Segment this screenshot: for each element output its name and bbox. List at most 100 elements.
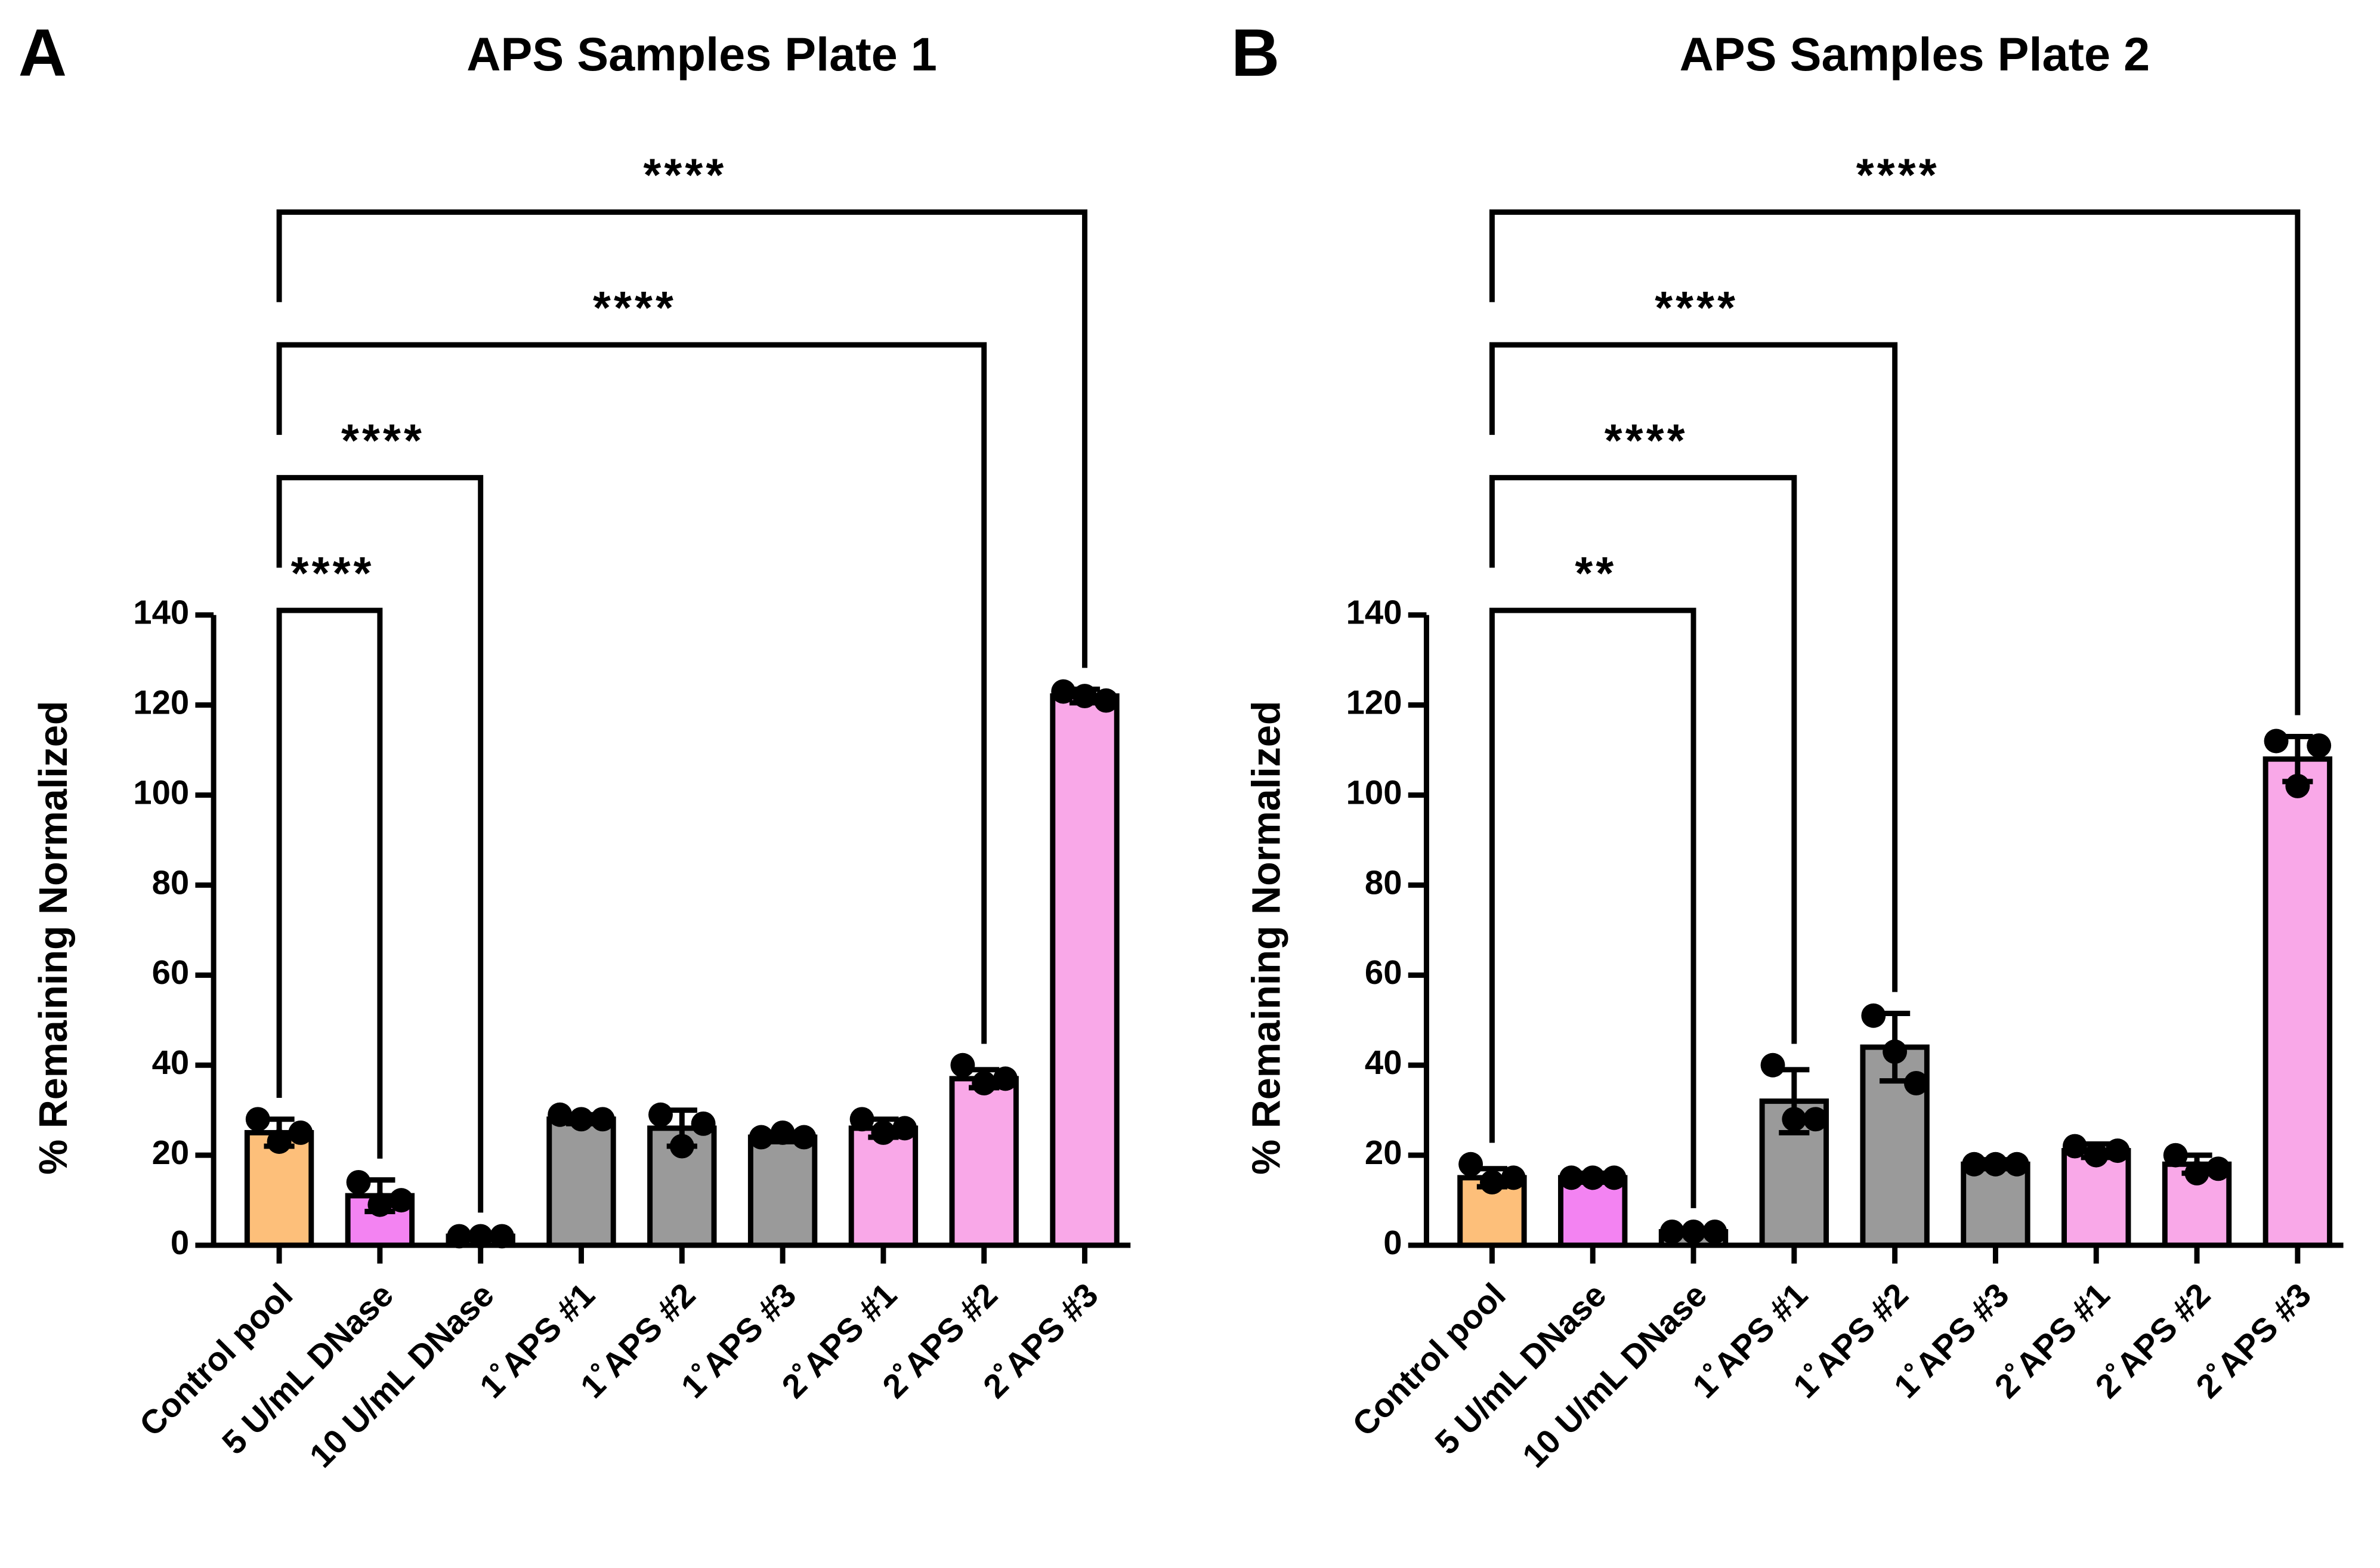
data-point [468, 1224, 493, 1249]
y-tick-label: 140 [133, 594, 189, 631]
data-point [1883, 1039, 1908, 1064]
y-tick-label: 100 [1346, 773, 1402, 811]
x-tick-label: 5 U/mL DNase [1427, 1276, 1613, 1461]
panel: A APS Samples Plate 1 % Remaining Normaliz… [18, 15, 1131, 1475]
data-point [1602, 1165, 1627, 1190]
data-point [590, 1107, 615, 1132]
data-point [1072, 684, 1097, 709]
data-point [1861, 1003, 1886, 1028]
bar [244, 1129, 314, 1248]
chart-title: APS Samples Plate 1 [466, 27, 937, 81]
y-tick-label: 140 [1346, 594, 1402, 631]
data-point [1702, 1219, 1727, 1244]
data-point [1559, 1165, 1584, 1190]
y-tick-label: 0 [171, 1224, 189, 1261]
bar [546, 1116, 616, 1248]
data-point [245, 1107, 270, 1132]
y-tick-label: 60 [1365, 953, 1402, 991]
bar [949, 1076, 1019, 1248]
data-point [1903, 1070, 1928, 1095]
data-point [770, 1120, 795, 1145]
data-point [2206, 1156, 2231, 1181]
data-point [548, 1102, 573, 1127]
bar [647, 1125, 717, 1248]
data-point [1458, 1152, 1483, 1177]
data-point [389, 1188, 414, 1213]
significance-bracket [1489, 209, 2301, 715]
chart-title: APS Samples Plate 2 [1680, 27, 2150, 81]
data-point [2105, 1138, 2130, 1163]
data-point [1580, 1165, 1605, 1190]
data-point [367, 1192, 392, 1217]
bar [747, 1134, 818, 1248]
data-point [792, 1125, 817, 1150]
y-tick-label: 120 [1346, 684, 1402, 721]
significance-bracket [276, 475, 484, 1213]
significance-label: **** [291, 548, 375, 599]
significance-bracket [276, 607, 383, 1159]
data-point [2264, 729, 2289, 754]
y-axis-label: % Remaining Normalized [32, 701, 76, 1175]
x-tick-label: 10 U/mL DNase [302, 1276, 501, 1474]
data-point [972, 1070, 997, 1095]
y-tick-label: 80 [152, 863, 190, 901]
significance-label: ** [1575, 548, 1616, 599]
data-point [849, 1107, 874, 1132]
significance-label: **** [643, 150, 727, 201]
significance-label: **** [1605, 416, 1688, 467]
y-tick-label: 80 [1365, 863, 1402, 901]
data-point [2084, 1143, 2109, 1168]
data-point [1501, 1165, 1526, 1190]
significance-label: **** [1856, 150, 1940, 201]
data-point [1983, 1152, 2008, 1177]
data-point [749, 1125, 774, 1150]
data-point [2004, 1152, 2029, 1177]
panel-letter: B [1231, 15, 1279, 90]
significance-bracket [1489, 607, 1696, 1208]
data-point [669, 1134, 694, 1159]
y-tick-label: 60 [152, 953, 190, 991]
data-point [691, 1111, 716, 1136]
bar [848, 1125, 919, 1248]
data-point [2163, 1143, 2188, 1168]
significance-label: **** [593, 283, 676, 334]
data-point [2307, 733, 2332, 758]
y-tick-label: 0 [1383, 1224, 1402, 1261]
panel: B APS Samples Plate 2 % Remaining Normaliz… [1231, 15, 2344, 1475]
y-axis-label: % Remaining Normalized [1245, 701, 1289, 1175]
data-point [1681, 1219, 1706, 1244]
data-point [447, 1224, 472, 1249]
x-tick-label: 10 U/mL DNase [1515, 1276, 1714, 1474]
data-point [648, 1102, 673, 1127]
data-point [993, 1066, 1018, 1091]
data-point [1051, 679, 1076, 704]
significance-bracket [276, 209, 1087, 668]
data-point [346, 1169, 371, 1194]
data-point [950, 1052, 975, 1078]
data-point [490, 1224, 514, 1249]
data-point [569, 1107, 594, 1132]
significance-label: **** [1655, 283, 1738, 334]
significance-bracket [1489, 475, 1797, 1044]
bar [1050, 693, 1120, 1248]
panel-letter: A [18, 15, 67, 90]
significance-bracket [276, 342, 987, 1044]
data-point [288, 1120, 313, 1145]
data-point [1093, 688, 1118, 713]
significance-bracket [1489, 342, 1898, 992]
x-tick-label: 5 U/mL DNase [215, 1276, 400, 1461]
data-point [1782, 1107, 1807, 1132]
significance-label: **** [341, 416, 425, 467]
data-point [1479, 1169, 1504, 1194]
y-tick-label: 40 [152, 1044, 190, 1081]
data-point [1962, 1152, 1987, 1177]
data-point [2184, 1160, 2209, 1186]
y-tick-label: 100 [133, 773, 189, 811]
data-point [1803, 1107, 1828, 1132]
data-point [871, 1120, 896, 1145]
y-tick-label: 120 [133, 684, 189, 721]
data-point [2285, 773, 2310, 798]
data-point [2062, 1134, 2087, 1159]
data-point [892, 1116, 917, 1141]
